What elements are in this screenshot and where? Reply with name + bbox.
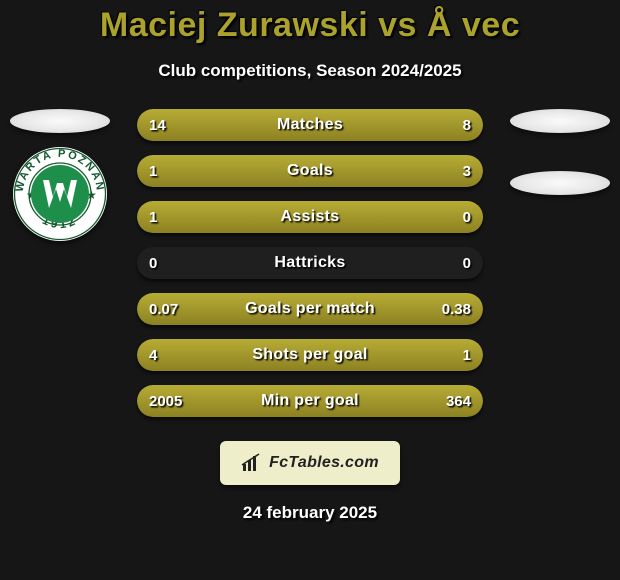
stat-row: 41Shots per goal <box>137 339 483 371</box>
stat-row: 2005364Min per goal <box>137 385 483 417</box>
stat-row: 148Matches <box>137 109 483 141</box>
branding-label: FcTables.com <box>269 454 379 472</box>
stat-label: Min per goal <box>137 385 483 417</box>
stat-label: Goals per match <box>137 293 483 325</box>
club-badge-warta-poznan: WARTA POZNAN 1912 ★ ★ <box>13 147 107 241</box>
comparison-stage: WARTA POZNAN 1912 ★ ★ 148Matches13Goals1… <box>0 109 620 417</box>
club-badge-placeholder <box>510 171 610 195</box>
stat-bars: 148Matches 13Goals 10Assists 00Hattricks 0.0… <box>137 109 483 417</box>
comparison-subtitle: Club competitions, Season 2024/2025 <box>0 61 620 81</box>
comparison-date: 24 february 2025 <box>0 503 620 523</box>
branding-badge[interactable]: FcTables.com <box>220 441 400 485</box>
stat-row: 10Assists <box>137 201 483 233</box>
club-badge-svg: WARTA POZNAN 1912 ★ ★ <box>13 147 107 241</box>
stat-row: 13Goals <box>137 155 483 187</box>
stat-row: 0.070.38Goals per match <box>137 293 483 325</box>
chart-bars-icon <box>241 453 261 473</box>
stat-label: Goals <box>137 155 483 187</box>
stat-label: Hattricks <box>137 247 483 279</box>
player-photo-placeholder <box>10 109 110 133</box>
stat-label: Matches <box>137 109 483 141</box>
player-photo-placeholder <box>510 109 610 133</box>
stat-row: 00Hattricks <box>137 247 483 279</box>
right-player-column <box>500 109 620 195</box>
stat-label: Shots per goal <box>137 339 483 371</box>
stat-label: Assists <box>137 201 483 233</box>
left-player-column: WARTA POZNAN 1912 ★ ★ <box>0 109 120 241</box>
comparison-title: Maciej Zurawski vs Å vec <box>0 0 620 45</box>
